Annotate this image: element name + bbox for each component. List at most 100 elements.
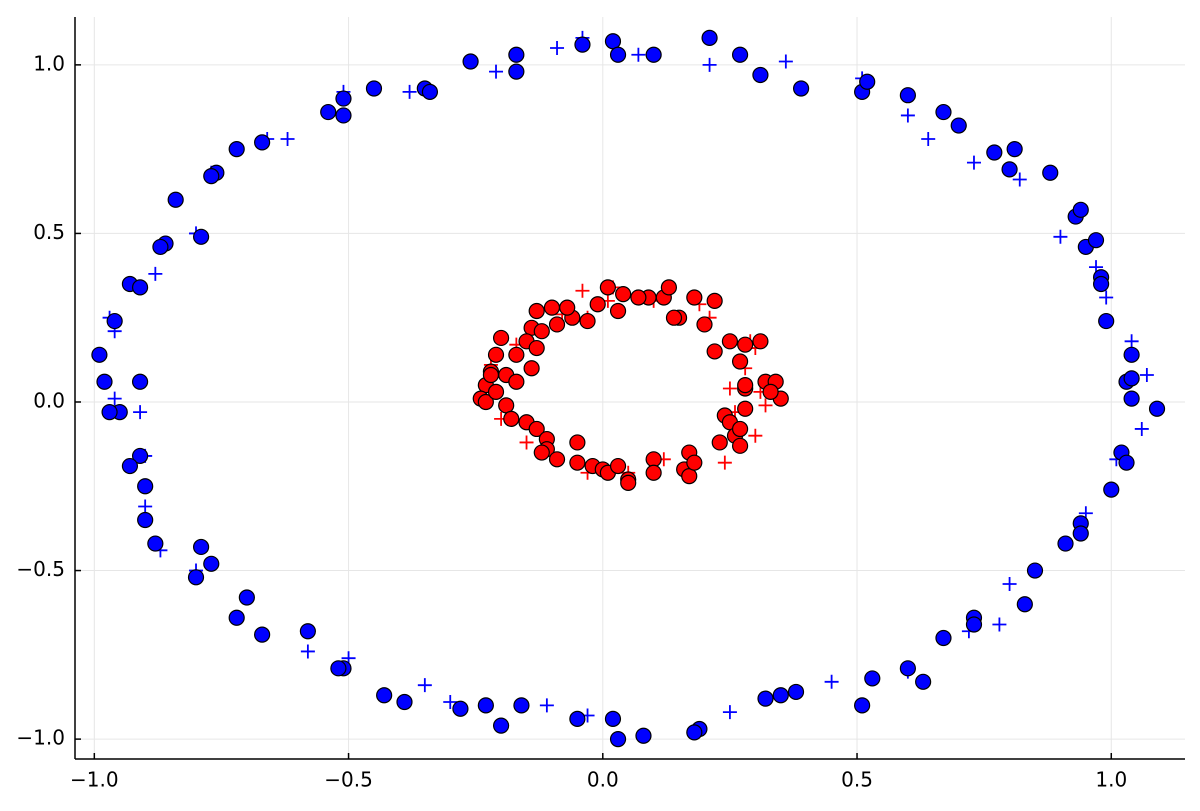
point: [443, 695, 458, 710]
point: [131, 279, 149, 296]
point: [722, 381, 737, 396]
point: [1072, 201, 1089, 218]
point: [899, 87, 916, 104]
point: [493, 329, 510, 347]
point: [138, 499, 153, 514]
point: [645, 46, 662, 63]
point: [950, 117, 967, 134]
point: [1103, 481, 1120, 498]
point: [96, 373, 113, 390]
point: [421, 83, 439, 100]
point: [706, 343, 723, 360]
point: [762, 383, 779, 400]
point: [686, 724, 703, 741]
point: [320, 103, 337, 121]
point: [533, 323, 550, 340]
point: [921, 132, 936, 147]
point: [1134, 421, 1149, 436]
point: [133, 405, 148, 420]
point: [489, 64, 504, 79]
point: [635, 727, 652, 744]
point: [508, 46, 525, 63]
point: [106, 312, 123, 330]
point: [477, 393, 494, 411]
point: [152, 238, 169, 256]
point: [147, 535, 164, 552]
point: [609, 731, 627, 748]
point: [900, 108, 915, 123]
point: [137, 478, 154, 495]
point: [1087, 232, 1105, 249]
point: [543, 299, 561, 316]
point: [645, 464, 662, 481]
point: [772, 687, 789, 704]
point: [487, 346, 505, 363]
y-tick-label: 1.0: [33, 51, 65, 75]
point: [1148, 400, 1166, 417]
point: [228, 141, 245, 158]
point: [550, 41, 565, 56]
point: [864, 670, 881, 687]
point: [731, 46, 749, 63]
point: [330, 660, 347, 677]
point: [1002, 577, 1017, 592]
point: [992, 617, 1007, 632]
point: [417, 678, 432, 693]
point: [630, 289, 647, 306]
point: [706, 292, 723, 309]
point: [717, 455, 732, 470]
point: [915, 673, 932, 690]
point: [711, 434, 728, 451]
point: [1093, 275, 1110, 293]
point: [1098, 312, 1115, 330]
point: [487, 383, 505, 400]
point: [575, 283, 590, 298]
x-tick-label: −1.0: [70, 768, 119, 792]
point: [731, 420, 749, 438]
point: [498, 397, 515, 414]
point: [589, 296, 606, 313]
point: [854, 697, 871, 714]
point: [462, 53, 479, 70]
point: [609, 46, 627, 63]
point: [503, 410, 520, 427]
point: [609, 457, 627, 475]
point: [787, 683, 805, 701]
point: [722, 705, 737, 720]
point: [519, 435, 534, 450]
point: [376, 687, 393, 704]
point: [758, 398, 773, 413]
point: [193, 538, 210, 556]
point: [402, 84, 417, 99]
point: [859, 73, 876, 90]
point: [452, 700, 469, 717]
point: [254, 626, 271, 643]
point: [731, 353, 749, 370]
point: [508, 346, 525, 363]
point: [569, 710, 586, 727]
point: [254, 134, 271, 151]
point: [1139, 368, 1154, 383]
point: [701, 29, 718, 47]
point: [335, 107, 352, 124]
point: [681, 468, 698, 485]
point: [193, 228, 210, 245]
point: [1026, 562, 1044, 579]
point: [737, 400, 754, 417]
x-tick-label: 0.5: [841, 768, 873, 792]
x-tick-label: 1.0: [1095, 768, 1127, 792]
point: [528, 420, 545, 438]
point: [899, 660, 916, 677]
point: [559, 299, 576, 316]
point: [91, 346, 108, 363]
point: [121, 457, 139, 475]
point: [513, 697, 530, 714]
point: [203, 555, 220, 572]
point: [1072, 525, 1089, 542]
point: [686, 454, 703, 471]
point: [131, 447, 149, 465]
point: [731, 437, 749, 454]
point: [299, 623, 316, 640]
point: [986, 144, 1003, 161]
